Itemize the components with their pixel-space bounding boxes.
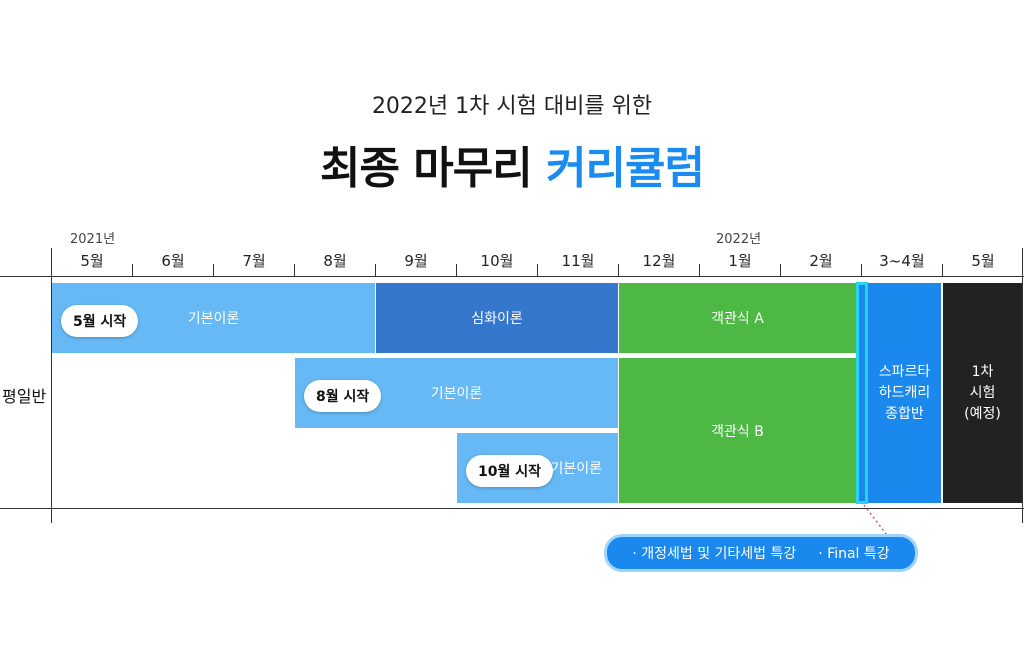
title-accent: 커리큘럼 (546, 143, 705, 194)
month-tick (861, 264, 862, 276)
track-exam: 1차 시험 (예정) (943, 283, 1022, 503)
special-lecture-callout: · 개정세법 및 기타세법 특강 · Final 특강 (604, 534, 918, 572)
exam-line: 시험 (969, 384, 996, 401)
track-label: 기본이론 (550, 461, 602, 477)
month-label: 5월 (971, 252, 995, 270)
aug-start-pill: 8월 시작 (304, 380, 382, 412)
track-label: 기본이론 (187, 311, 240, 327)
month-tick (618, 264, 619, 276)
special-lecture-highlight (856, 282, 868, 504)
month-label: 12월 (642, 252, 676, 270)
timeline-bottom-line (0, 508, 1024, 509)
track-label: 객관식 A (711, 311, 764, 327)
sparta-line: 하드캐리 (878, 384, 931, 401)
month-label: 5월 (80, 252, 104, 270)
callout-item: · 개정세법 및 기타세법 특강 (632, 546, 797, 562)
year-label-2022: 2022년 (716, 232, 762, 247)
row-label-weekday: 평일반 (2, 387, 47, 406)
page-title: 최종 마무리 커리큘럼 (0, 132, 1024, 196)
month-label: 1월 (728, 252, 752, 270)
may-start-pill: 5월 시작 (61, 305, 139, 337)
month-tick (213, 264, 214, 276)
month-label: 9월 (404, 252, 428, 270)
track-label: 객관식 B (711, 423, 764, 440)
axis-end-line (1022, 248, 1023, 523)
month-tick (294, 264, 295, 276)
month-label: 11월 (561, 252, 595, 270)
callout-item: · Final 특강 (818, 546, 890, 562)
month-tick (537, 264, 538, 276)
month-tick (780, 264, 781, 276)
oct-start-pill: 10월 시작 (466, 455, 553, 487)
year-label-2021: 2021년 (70, 232, 116, 247)
month-tick (132, 264, 133, 276)
track-label: 기본이론 (430, 386, 483, 402)
exam-line: (예정) (964, 405, 1001, 422)
month-tick (699, 264, 700, 276)
month-label: 3~4월 (879, 252, 925, 270)
month-tick (456, 264, 457, 276)
track-advanced-theory: 심화이론 (376, 283, 618, 353)
sparta-line: 종합반 (885, 405, 924, 422)
month-tick (942, 264, 943, 276)
month-label: 2월 (809, 252, 833, 270)
month-label: 8월 (323, 252, 347, 270)
month-label: 7월 (242, 252, 266, 270)
axis-start-line (51, 248, 52, 523)
month-tick (375, 264, 376, 276)
timeline-top-line (0, 276, 1024, 277)
track-sparta: 스파르타 하드캐리 종합반 (868, 283, 941, 503)
callout-connector (863, 504, 891, 540)
sparta-line: 스파르타 (878, 363, 931, 380)
exam-line: 1차 (971, 363, 994, 380)
track-label: 심화이론 (471, 311, 523, 327)
track-objective-b: 객관식 B (619, 358, 856, 503)
month-label: 6월 (161, 252, 185, 270)
subtitle: 2022년 1차 시험 대비를 위한 (371, 94, 653, 119)
title-main: 최종 마무리 (320, 143, 533, 194)
track-objective-a: 객관식 A (619, 283, 856, 353)
month-label: 10월 (480, 252, 514, 270)
